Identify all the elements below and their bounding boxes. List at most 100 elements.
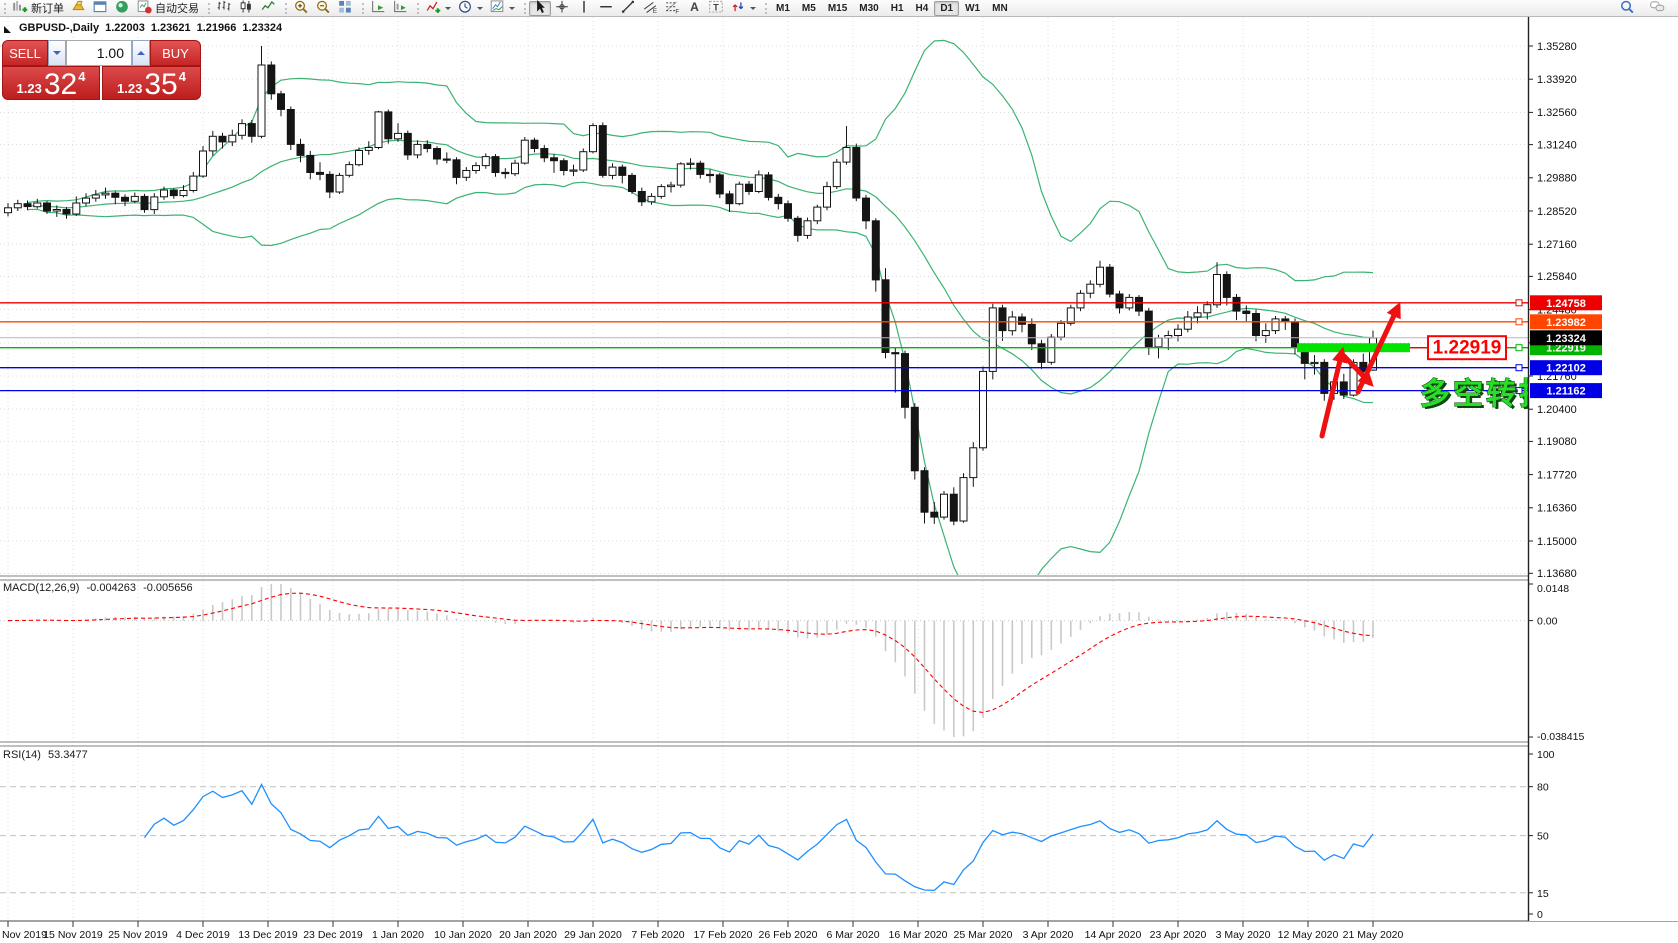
timeframe-mn-button[interactable]: MN: [986, 1, 1014, 16]
candlestick-chart-icon: [238, 0, 254, 17]
chart-shift-icon: [392, 0, 408, 17]
buy-price-small: 1.23: [117, 81, 143, 96]
svg-text:12 May 2020: 12 May 2020: [1278, 929, 1339, 941]
timeframe-m15-button[interactable]: M15: [822, 1, 853, 16]
svg-text:A: A: [690, 0, 699, 14]
periods-button[interactable]: [454, 0, 486, 16]
price-level-lines[interactable]: [0, 299, 1528, 395]
chat-button[interactable]: [1646, 1, 1668, 16]
candles: [4, 46, 1377, 526]
svg-text:0: 0: [1537, 909, 1543, 921]
chart-shift-button[interactable]: [389, 0, 411, 17]
dropdown-caret-icon: [445, 6, 451, 10]
indicators-button[interactable]: [422, 1, 454, 16]
new-order-icon: [12, 0, 28, 17]
sell-price-button[interactable]: 1.23 32 4: [2, 66, 100, 100]
chat-icon: [1649, 0, 1665, 17]
auto-scroll-button[interactable]: [367, 0, 389, 16]
svg-text:7 Feb 2020: 7 Feb 2020: [631, 929, 684, 941]
dropdown-caret-icon: [750, 6, 756, 10]
candlestick-chart-button[interactable]: [235, 0, 257, 17]
buy-price-sup: 4: [178, 69, 186, 84]
cursor-tool-button[interactable]: [529, 0, 551, 16]
new-order-button[interactable]: 新订单: [9, 0, 67, 17]
svg-text:1.19080: 1.19080: [1537, 436, 1577, 448]
charts-window-button[interactable]: [89, 1, 111, 16]
chart-canvas[interactable]: 1.22919多空转折点多空转折点1.352801.339201.325601.…: [0, 17, 1678, 943]
svg-text:13 Dec 2019: 13 Dec 2019: [238, 929, 298, 941]
news-button[interactable]: [111, 0, 133, 17]
svg-text:4 Dec 2019: 4 Dec 2019: [176, 929, 230, 941]
price-axis[interactable]: 1.35280 1.33920 1.32560 1.31240 1.29880 1.285…: [1527, 17, 1678, 921]
support-zone-highlight[interactable]: [1297, 343, 1410, 353]
volume-increase-button[interactable]: [132, 40, 150, 66]
search-button[interactable]: [1616, 0, 1638, 16]
ohlc-low: 1.21966: [196, 22, 237, 34]
timeframe-m30-button[interactable]: M30: [853, 1, 884, 16]
svg-text:26 Feb 2020: 26 Feb 2020: [759, 929, 818, 941]
toolbar-group: [415, 0, 522, 17]
timeframe-w1-button[interactable]: W1: [959, 1, 986, 16]
toolbar-group: 新订单 自动交易: [2, 0, 206, 17]
toolbar-right-icons: [1616, 0, 1676, 16]
caret-up-icon: [137, 51, 145, 55]
tile-windows-button[interactable]: [334, 0, 356, 16]
toolbar-button-label: 新订单: [31, 3, 64, 15]
vertical-line-tool-button[interactable]: [573, 0, 595, 16]
templates-button[interactable]: [486, 0, 518, 16]
volume-input[interactable]: 1.00: [66, 40, 132, 66]
crosshair-tool-button[interactable]: [551, 0, 573, 17]
svg-text:1 Jan 2020: 1 Jan 2020: [372, 929, 424, 941]
svg-text:1.23982: 1.23982: [1546, 317, 1586, 329]
svg-text:15: 15: [1537, 888, 1549, 900]
timeframe-m1-button[interactable]: M1: [770, 1, 796, 16]
text-tool-button[interactable]: A: [683, 0, 705, 17]
svg-text:1.16360: 1.16360: [1537, 503, 1577, 515]
svg-text:1.22102: 1.22102: [1546, 363, 1586, 375]
timeframe-d1-button[interactable]: D1: [934, 0, 960, 16]
buy-button[interactable]: BUY: [150, 40, 201, 66]
horizontal-line-tool-button[interactable]: [595, 1, 617, 16]
sell-price-big: 32: [43, 68, 78, 102]
autotrading-icon: [136, 0, 152, 17]
buy-price-button[interactable]: 1.23 35 4: [102, 66, 201, 100]
crosshair-tool-icon: [554, 0, 570, 17]
svg-text:F: F: [675, 8, 679, 14]
text-tool-icon: A: [686, 0, 702, 17]
macd-panel: [0, 584, 1528, 737]
text-label-tool-button[interactable]: T: [705, 0, 727, 16]
volume-decrease-button[interactable]: [48, 40, 66, 66]
svg-text:1.15000: 1.15000: [1537, 536, 1577, 548]
trend-arrows[interactable]: [1319, 302, 1401, 439]
svg-text:-0.038415: -0.038415: [1537, 731, 1584, 743]
line-chart-icon: [260, 0, 276, 17]
fibonacci-tool-button[interactable]: F: [661, 1, 683, 16]
chart-marker-icon: [4, 25, 11, 33]
trendline-tool-button[interactable]: [617, 0, 639, 16]
dropdown-caret-icon: [477, 6, 483, 10]
zoom-in-button[interactable]: [290, 0, 312, 16]
rsi-name: RSI(14): [3, 749, 41, 761]
bollinger-bands: [27, 39, 1374, 575]
price-annotation-label[interactable]: 1.22919: [1410, 335, 1507, 361]
zoom-out-button[interactable]: [312, 0, 334, 16]
toolbar-group: [206, 0, 283, 17]
timeframe-h1-button[interactable]: H1: [885, 1, 910, 16]
bar-chart-button[interactable]: [213, 0, 235, 17]
panel-separators[interactable]: [0, 575, 1678, 922]
arrows-tool-button[interactable]: [727, 1, 759, 16]
news-icon: [114, 0, 130, 17]
equidistant-channel-tool-button[interactable]: E: [639, 1, 661, 16]
toolbar: 新订单 自动交易 E F A T M1 M5 M15 M30 H1 H4 D1 W1 MN: [0, 0, 1678, 17]
rsi-indicator-label: RSI(14) 53.3477: [3, 749, 92, 761]
timeframe-m5-button[interactable]: M5: [796, 1, 822, 16]
line-chart-button[interactable]: [257, 0, 279, 17]
market-button[interactable]: [67, 0, 89, 16]
svg-text:1.24758: 1.24758: [1546, 298, 1586, 310]
timeframe-h4-button[interactable]: H4: [910, 1, 935, 16]
sell-price-small: 1.23: [16, 81, 42, 96]
autotrading-button[interactable]: 自动交易: [133, 0, 202, 17]
sell-button[interactable]: SELL: [2, 40, 48, 66]
bar-chart-icon: [216, 0, 232, 17]
